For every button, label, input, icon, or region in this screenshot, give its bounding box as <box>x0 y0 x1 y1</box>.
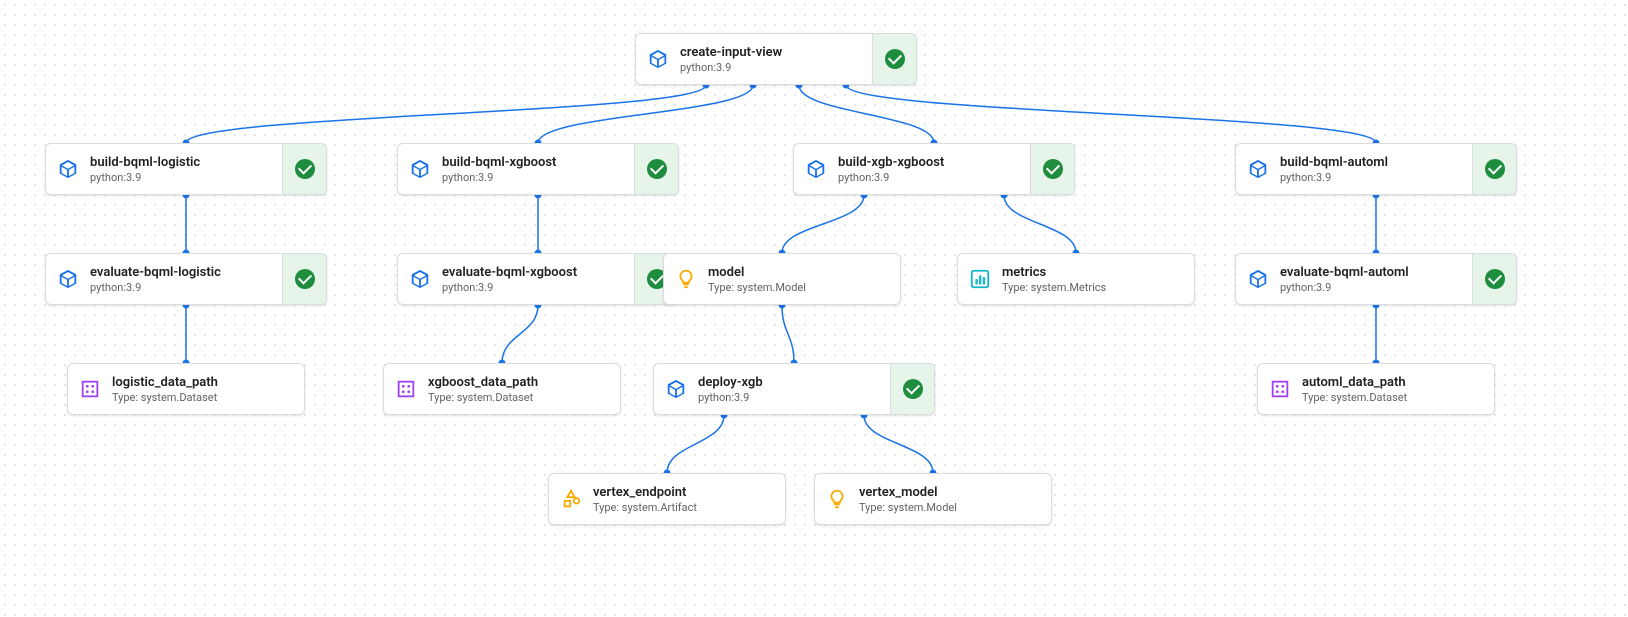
status-success <box>282 254 326 304</box>
status-success <box>1472 254 1516 304</box>
cube-icon <box>1236 144 1280 194</box>
node-subtitle: Type: system.Metrics <box>1002 281 1184 294</box>
node-subtitle: python:3.9 <box>680 61 862 74</box>
node-title: evaluate-bqml-logistic <box>90 265 272 280</box>
dataset-icon <box>1258 364 1302 414</box>
node-title: automl_data_path <box>1302 375 1484 390</box>
node-subtitle: python:3.9 <box>90 281 272 294</box>
node-subtitle: Type: system.Dataset <box>428 391 610 404</box>
artifact-icon <box>549 474 593 524</box>
node-create-input-view[interactable]: create-input-viewpython:3.9 <box>635 33 917 85</box>
node-title: vertex_model <box>859 485 1041 500</box>
node-automl-data-path[interactable]: automl_data_pathType: system.Dataset <box>1257 363 1495 415</box>
cube-icon <box>1236 254 1280 304</box>
node-build-bqml-automl[interactable]: build-bqml-automlpython:3.9 <box>1235 143 1517 195</box>
cube-icon <box>794 144 838 194</box>
dataset-icon <box>68 364 112 414</box>
check-icon <box>647 159 667 179</box>
node-text: create-input-viewpython:3.9 <box>680 34 872 84</box>
node-text: logistic_data_pathType: system.Dataset <box>112 364 304 414</box>
node-deploy-xgb[interactable]: deploy-xgbpython:3.9 <box>653 363 935 415</box>
check-icon <box>295 159 315 179</box>
status-success <box>282 144 326 194</box>
node-title: build-bqml-automl <box>1280 155 1462 170</box>
node-text: xgboost_data_pathType: system.Dataset <box>428 364 620 414</box>
node-evaluate-bqml-logistic[interactable]: evaluate-bqml-logisticpython:3.9 <box>45 253 327 305</box>
node-subtitle: python:3.9 <box>698 391 880 404</box>
node-title: metrics <box>1002 265 1184 280</box>
node-model[interactable]: modelType: system.Model <box>663 253 901 305</box>
cube-icon <box>46 254 90 304</box>
node-title: create-input-view <box>680 45 862 60</box>
check-icon <box>1485 269 1505 289</box>
node-subtitle: python:3.9 <box>442 171 624 184</box>
node-text: modelType: system.Model <box>708 254 900 304</box>
node-vertex-model[interactable]: vertex_modelType: system.Model <box>814 473 1052 525</box>
node-vertex-endpoint[interactable]: vertex_endpointType: system.Artifact <box>548 473 786 525</box>
status-success <box>890 364 934 414</box>
check-icon <box>295 269 315 289</box>
cube-icon <box>398 254 442 304</box>
check-icon <box>1043 159 1063 179</box>
node-text: evaluate-bqml-xgboostpython:3.9 <box>442 254 634 304</box>
node-subtitle: python:3.9 <box>1280 171 1462 184</box>
node-subtitle: python:3.9 <box>90 171 272 184</box>
node-evaluate-bqml-xgboost[interactable]: evaluate-bqml-xgboostpython:3.9 <box>397 253 679 305</box>
node-title: build-bqml-logistic <box>90 155 272 170</box>
node-title: build-bqml-xgboost <box>442 155 624 170</box>
node-subtitle: python:3.9 <box>838 171 1020 184</box>
node-subtitle: Type: system.Model <box>708 281 890 294</box>
node-logistic-data-path[interactable]: logistic_data_pathType: system.Dataset <box>67 363 305 415</box>
status-success <box>1030 144 1074 194</box>
node-text: metricsType: system.Metrics <box>1002 254 1194 304</box>
node-title: build-xgb-xgboost <box>838 155 1020 170</box>
pipeline-edges <box>0 0 1628 617</box>
node-evaluate-bqml-automl[interactable]: evaluate-bqml-automlpython:3.9 <box>1235 253 1517 305</box>
bulb-icon <box>815 474 859 524</box>
cube-icon <box>398 144 442 194</box>
node-title: model <box>708 265 890 280</box>
node-title: evaluate-bqml-automl <box>1280 265 1462 280</box>
node-text: vertex_modelType: system.Model <box>859 474 1051 524</box>
node-build-bqml-xgboost[interactable]: build-bqml-xgboostpython:3.9 <box>397 143 679 195</box>
node-subtitle: Type: system.Model <box>859 501 1041 514</box>
node-subtitle: python:3.9 <box>1280 281 1462 294</box>
cube-icon <box>46 144 90 194</box>
node-text: evaluate-bqml-automlpython:3.9 <box>1280 254 1472 304</box>
node-build-bqml-logistic[interactable]: build-bqml-logisticpython:3.9 <box>45 143 327 195</box>
cube-icon <box>654 364 698 414</box>
check-icon <box>1485 159 1505 179</box>
status-success <box>872 34 916 84</box>
node-text: automl_data_pathType: system.Dataset <box>1302 364 1494 414</box>
check-icon <box>885 49 905 69</box>
status-success <box>634 144 678 194</box>
node-xgboost-data-path[interactable]: xgboost_data_pathType: system.Dataset <box>383 363 621 415</box>
node-title: evaluate-bqml-xgboost <box>442 265 624 280</box>
check-icon <box>903 379 923 399</box>
node-text: vertex_endpointType: system.Artifact <box>593 474 785 524</box>
node-text: evaluate-bqml-logisticpython:3.9 <box>90 254 282 304</box>
node-text: build-xgb-xgboostpython:3.9 <box>838 144 1030 194</box>
node-title: vertex_endpoint <box>593 485 775 500</box>
bulb-icon <box>664 254 708 304</box>
node-title: xgboost_data_path <box>428 375 610 390</box>
node-text: build-bqml-logisticpython:3.9 <box>90 144 282 194</box>
node-text: build-bqml-xgboostpython:3.9 <box>442 144 634 194</box>
node-text: deploy-xgbpython:3.9 <box>698 364 890 414</box>
dataset-icon <box>384 364 428 414</box>
node-build-xgb-xgboost[interactable]: build-xgb-xgboostpython:3.9 <box>793 143 1075 195</box>
cube-icon <box>636 34 680 84</box>
node-subtitle: Type: system.Artifact <box>593 501 775 514</box>
status-success <box>1472 144 1516 194</box>
node-subtitle: python:3.9 <box>442 281 624 294</box>
node-subtitle: Type: system.Dataset <box>1302 391 1484 404</box>
bars-icon <box>958 254 1002 304</box>
node-title: deploy-xgb <box>698 375 880 390</box>
node-subtitle: Type: system.Dataset <box>112 391 294 404</box>
node-title: logistic_data_path <box>112 375 294 390</box>
node-metrics[interactable]: metricsType: system.Metrics <box>957 253 1195 305</box>
node-text: build-bqml-automlpython:3.9 <box>1280 144 1472 194</box>
